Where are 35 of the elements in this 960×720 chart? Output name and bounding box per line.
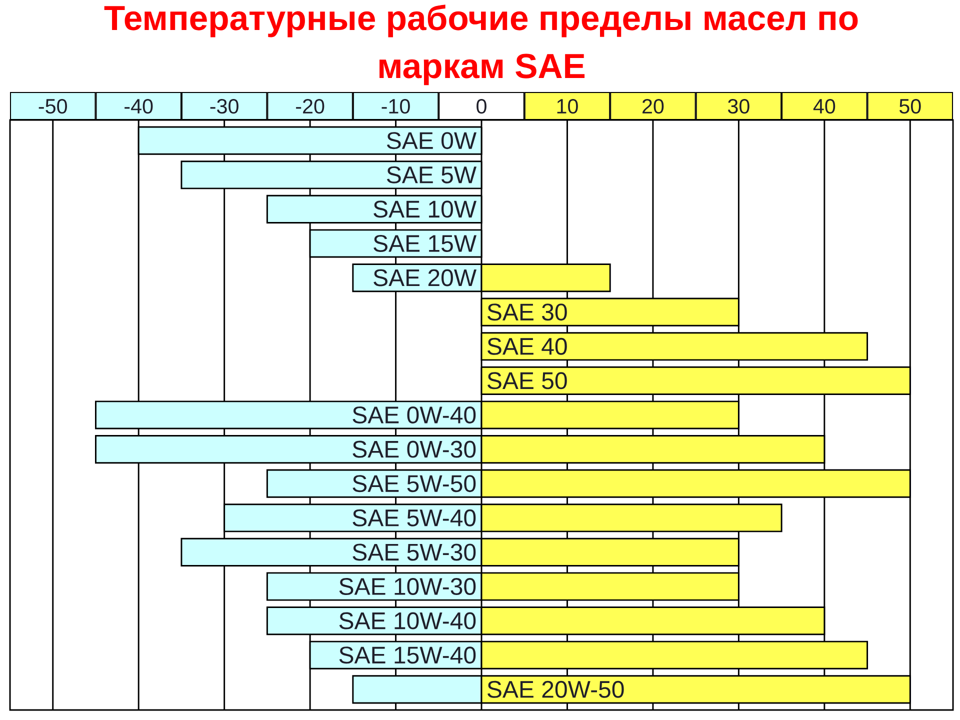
y-tick-label: SAE 5W-30 (352, 544, 476, 561)
y-tick-label: SAE 15W (374, 234, 476, 252)
y-tick-label: SAE 10W-40 (339, 612, 476, 630)
x-tick-label: 0 (476, 98, 486, 114)
x-tick-label: -50 (38, 98, 67, 114)
bar (480, 298, 740, 326)
y-tick-label: SAE 0W-30 (352, 440, 476, 458)
x-tick-label: 50 (899, 98, 921, 114)
bar (138, 126, 482, 155)
y-tick-label: SAE 20W-50 (488, 680, 624, 698)
y-tick-label: SAE 40 (488, 338, 567, 355)
y-tick-label: SAE 10W-30 (339, 578, 476, 595)
bar (266, 194, 482, 224)
bar (480, 332, 868, 361)
x-tick-label: 40 (813, 98, 836, 114)
y-tick-label: SAE 20W (374, 269, 476, 286)
y-tick-label: SAE 5W-50 (352, 475, 476, 492)
y-tick-label: SAE 0W (386, 132, 476, 150)
y-tick-label: SAE 15W-40 (339, 646, 476, 664)
x-tick-label: 30 (728, 98, 750, 114)
x-tick-label: -40 (124, 98, 153, 114)
x-tick-label: 20 (642, 98, 664, 114)
y-tick-label: SAE 10W (374, 200, 476, 218)
y-tick-label: SAE 5W (386, 166, 476, 184)
bar (309, 229, 482, 258)
x-tick-label: -10 (382, 98, 410, 114)
chart-title: Температурные рабочие пределы масел по маркам SAE (104, 4, 858, 86)
x-tick-label: -20 (296, 98, 324, 114)
y-tick-label: SAE 5W-40 (352, 509, 476, 526)
y-tick-label: SAE 30 (488, 304, 567, 321)
y-tick-label: SAE 50 (488, 372, 567, 390)
x-tick-label: 10 (557, 98, 578, 114)
y-tick-label: SAE 0W-40 (352, 406, 476, 424)
bar (180, 160, 482, 190)
x-tick-label: -30 (210, 98, 238, 114)
